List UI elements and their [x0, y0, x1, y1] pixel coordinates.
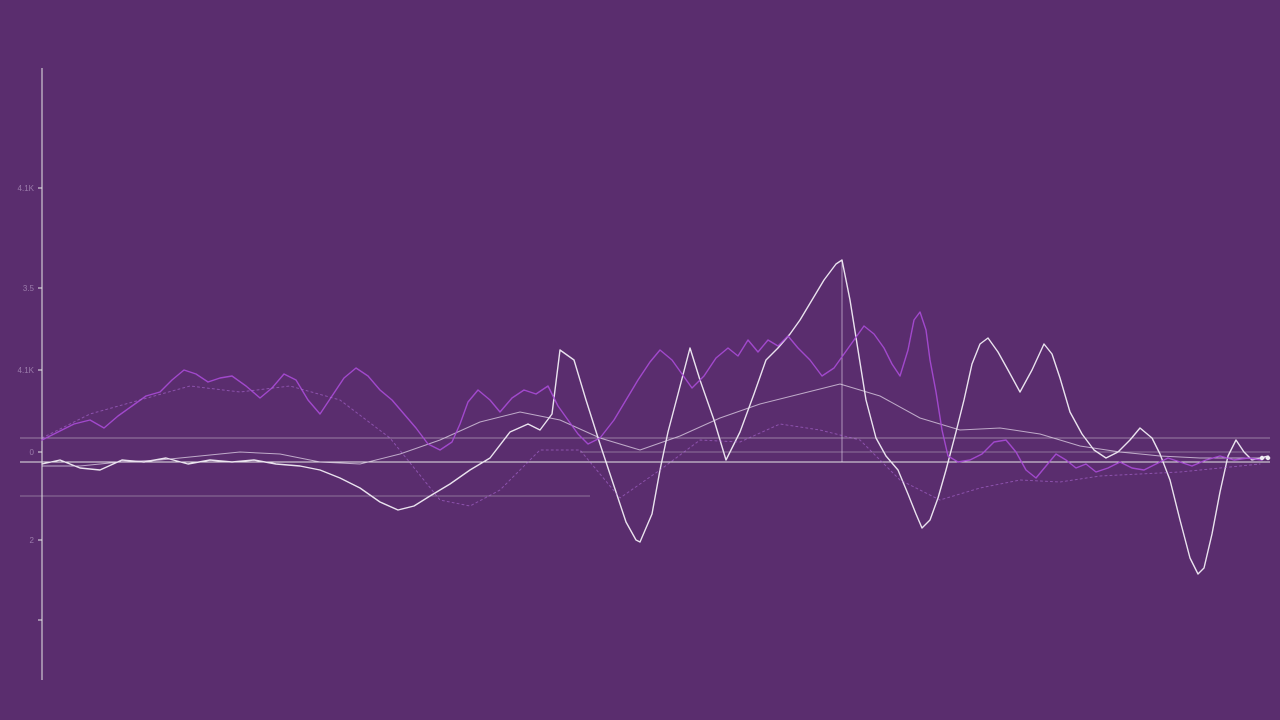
line-chart: 4.1K 3.5 4.1K 0 2 [0, 0, 1280, 720]
y-tick-label: 4.1K [18, 184, 35, 193]
end-marker [1266, 456, 1270, 460]
chart-background [0, 0, 1280, 720]
end-marker [1260, 456, 1264, 460]
y-tick-label: 0 [30, 448, 35, 457]
y-tick-label: 2 [30, 536, 35, 545]
y-tick-label: 3.5 [23, 284, 35, 293]
y-tick-label: 4.1K [18, 366, 35, 375]
